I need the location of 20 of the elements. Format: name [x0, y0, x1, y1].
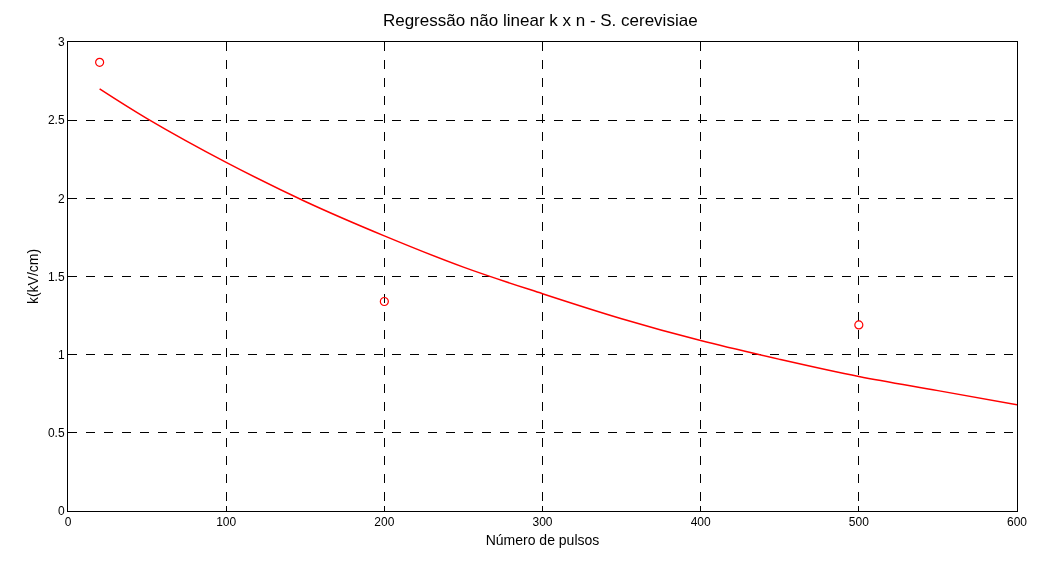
- y-axis-title: k(kV/cm): [24, 248, 41, 305]
- point: [379, 296, 389, 307]
- y-tick-label: 0.5: [47, 426, 65, 441]
- y-tick-label: 2: [57, 191, 65, 206]
- y-tick-label: 1.5: [47, 269, 65, 284]
- x-tick-label: 500: [848, 515, 870, 530]
- y-tick-label: 1: [57, 347, 65, 362]
- x-tick-label: 300: [532, 515, 553, 530]
- point: [854, 320, 864, 330]
- x-tick-label: 400: [690, 515, 711, 530]
- y-tick-label: 2.5: [47, 113, 65, 128]
- x-axis-title: Número de pulsos: [485, 531, 600, 548]
- y-tick-label: 0: [57, 504, 65, 519]
- x-tick-label: 600: [1006, 515, 1028, 530]
- line-series: [98, 88, 1017, 406]
- x-tick-label: 200: [374, 515, 395, 530]
- y-tick-label: 3: [57, 35, 65, 50]
- point: [95, 57, 105, 67]
- chart-title: Regressão não linear k x n - S. cerevisiae: [382, 10, 698, 30]
- x-tick-label: 100: [216, 515, 237, 530]
